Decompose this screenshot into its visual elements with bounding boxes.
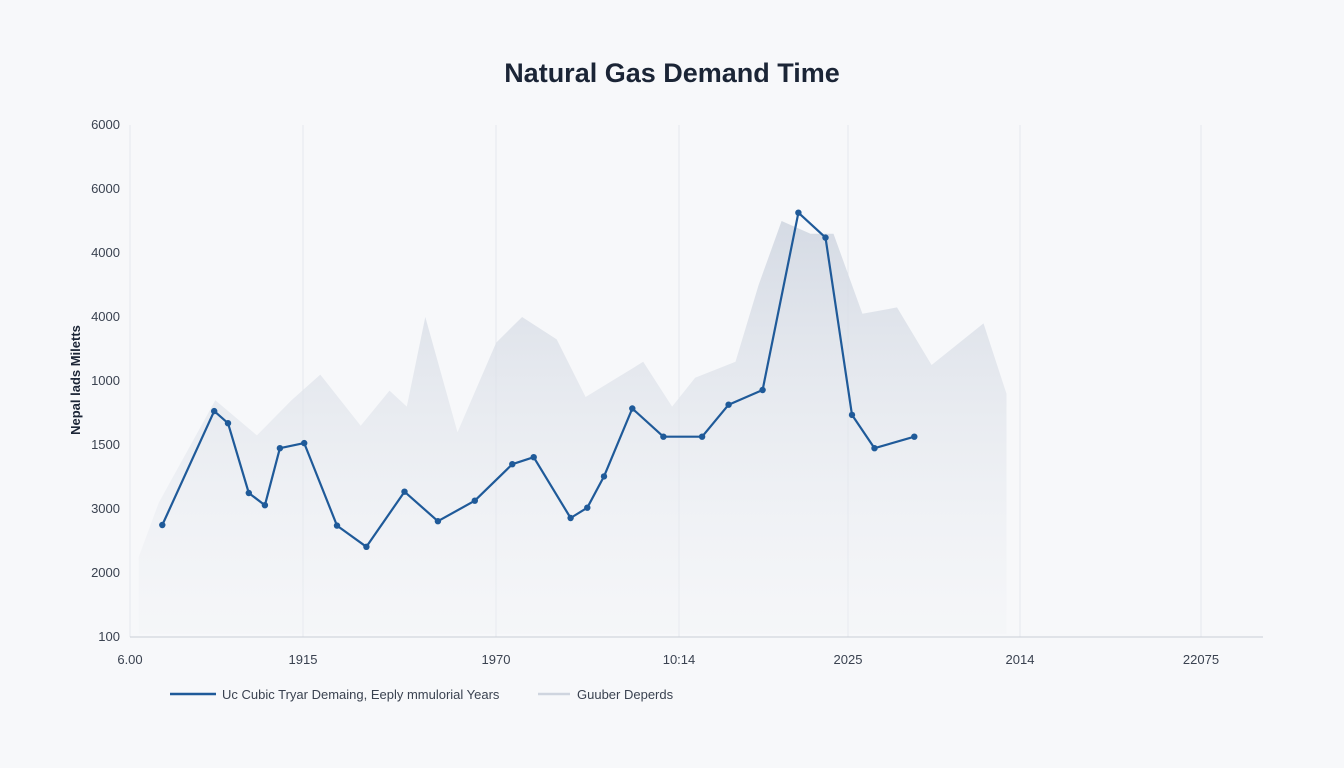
x-tick-label: 2025 [834, 652, 863, 667]
data-point [795, 209, 802, 216]
x-axis-ticks: 6.00 1915 1970 10:14 2025 2014 22075 [117, 652, 1219, 667]
x-tick-label: 2014 [1006, 652, 1035, 667]
data-point [434, 518, 442, 525]
data-point [822, 234, 829, 241]
data-point [276, 445, 284, 452]
x-tick-label: 1915 [289, 652, 318, 667]
y-tick-label: 2000 [91, 565, 120, 580]
y-tick-label: 1000 [91, 373, 120, 388]
y-tick-label: 1500 [91, 437, 120, 452]
x-tick-label: 1970 [482, 652, 511, 667]
data-point [725, 401, 732, 408]
data-point [871, 445, 878, 452]
legend-label: Guuber Deperds [577, 687, 674, 702]
data-point [211, 407, 218, 415]
data-point [245, 489, 252, 497]
data-point [567, 514, 574, 522]
data-point [848, 411, 856, 419]
x-tick-label: 22075 [1183, 652, 1219, 667]
data-point [471, 497, 478, 504]
data-point [401, 488, 408, 495]
y-tick-label: 6000 [91, 181, 120, 196]
area-series-shape [138, 221, 1007, 634]
y-tick-label: 4000 [91, 309, 120, 324]
chart-title: Natural Gas Demand Time [504, 58, 840, 88]
legend: Uc Cubic Tryar Demaing, Eeply mmulorial … [170, 687, 674, 702]
data-point [224, 420, 232, 427]
data-point [629, 405, 636, 412]
x-tick-label: 6.00 [117, 652, 142, 667]
y-axis-ticks: 6000 6000 4000 4000 1000 1500 3000 2000 100 [91, 117, 120, 644]
y-tick-label: 3000 [91, 501, 120, 516]
data-point [911, 433, 918, 440]
data-point [584, 504, 591, 511]
data-point [301, 439, 308, 447]
data-point [333, 522, 341, 529]
data-point [660, 433, 667, 440]
data-point [759, 386, 766, 394]
data-point [363, 543, 370, 550]
data-point [698, 433, 706, 440]
area-series [138, 221, 1007, 634]
data-point [509, 461, 516, 468]
data-point [261, 502, 269, 509]
y-axis-label: Nepal lads Miletts [68, 325, 83, 435]
line-series [159, 209, 918, 550]
y-tick-label: 6000 [91, 117, 120, 132]
data-point [159, 521, 166, 529]
x-tick-label: 10:14 [663, 652, 696, 667]
y-tick-label: 100 [98, 629, 120, 644]
data-point [600, 473, 608, 480]
data-point [530, 454, 537, 461]
legend-label: Uc Cubic Tryar Demaing, Eeply mmulorial … [222, 687, 500, 702]
y-tick-label: 4000 [91, 245, 120, 260]
